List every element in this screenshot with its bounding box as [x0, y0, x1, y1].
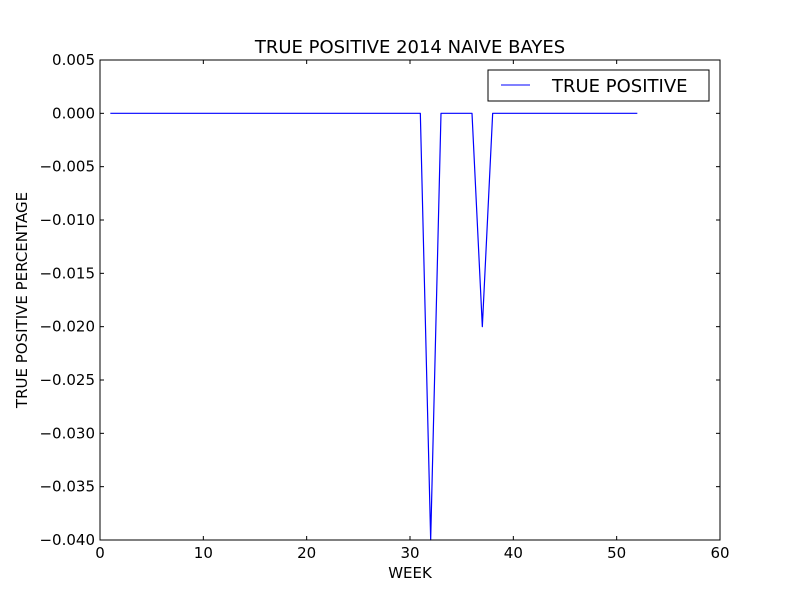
- y-tick-label: 0.005: [52, 51, 95, 69]
- chart-title: TRUE POSITIVE 2014 NAIVE BAYES: [254, 37, 565, 58]
- y-tick-label: −0.035: [39, 478, 95, 496]
- x-tick-label: 30: [400, 544, 419, 562]
- y-tick-label: −0.015: [39, 264, 95, 282]
- legend: TRUE POSITIVE: [487, 69, 710, 102]
- y-tick-label: −0.020: [39, 318, 95, 336]
- x-tick-label: 10: [194, 544, 213, 562]
- plot-frame: [99, 59, 721, 541]
- y-tick-label: −0.005: [39, 158, 95, 176]
- x-tick-label: 50: [607, 544, 626, 562]
- y-axis-label: TRUE POSITIVE PERCENTAGE: [13, 192, 31, 409]
- legend-label: TRUE POSITIVE: [551, 76, 688, 97]
- series-line: [110, 112, 638, 541]
- y-tick-label: −0.030: [39, 424, 95, 442]
- x-tick-label: 0: [95, 544, 105, 562]
- x-tick-label: 40: [504, 544, 523, 562]
- series-layer: [110, 112, 638, 541]
- y-tick-label: −0.010: [39, 211, 95, 229]
- y-tick-label: 0.000: [52, 104, 95, 122]
- x-tick-label: 60: [710, 544, 729, 562]
- x-axis-label: WEEK: [388, 564, 433, 582]
- y-tick-label: −0.025: [39, 371, 95, 389]
- tick-labels: 0 10 20 30 40 50 60 0.005 0.000 −0.005 −0.010 −0.01…: [39, 51, 729, 562]
- x-tick-label: 20: [297, 544, 316, 562]
- plot-area: [100, 60, 720, 540]
- y-tick-label: −0.040: [39, 531, 95, 549]
